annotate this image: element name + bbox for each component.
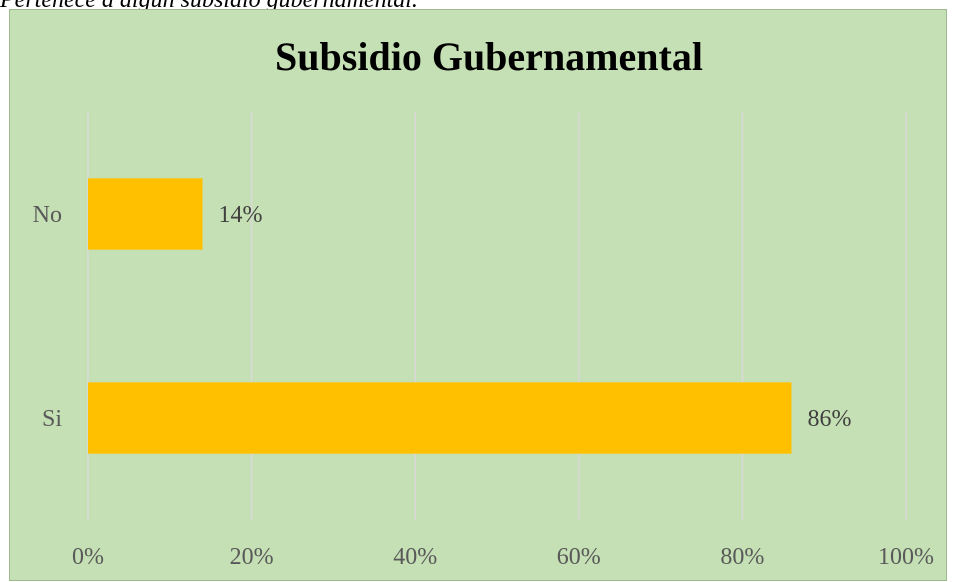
data-labels: 14% 86% [219,202,852,432]
category-labels: No Si [33,202,63,432]
chart-area [9,9,947,581]
category-label-si: Si [42,406,62,432]
data-label-no: 14% [219,202,263,228]
data-label-si: 86% [807,406,851,432]
x-tick-80: 80% [720,544,764,570]
x-tick-20: 20% [230,544,274,570]
x-tick-40: 40% [393,544,437,570]
gridlines [87,112,907,520]
category-label-no: No [33,202,62,228]
x-tick-0: 0% [72,544,104,570]
x-tick-100: 100% [878,544,934,570]
bars [88,178,792,454]
chart-title: Subsidio Gubernamental [275,34,703,79]
bar-si [88,382,792,454]
x-tick-60: 60% [557,544,601,570]
x-axis-ticks: 0% 20% 40% 60% 80% 100% [72,544,934,570]
bar-no [88,178,203,250]
